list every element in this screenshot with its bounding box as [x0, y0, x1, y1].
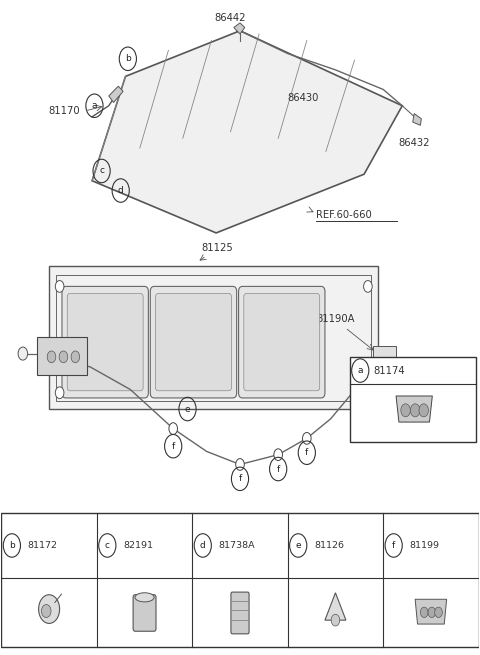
- Text: 81174: 81174: [373, 365, 405, 375]
- Circle shape: [55, 387, 64, 399]
- Text: b: b: [9, 541, 15, 550]
- Text: b: b: [125, 54, 131, 64]
- Text: REF.60-660: REF.60-660: [316, 210, 372, 220]
- FancyBboxPatch shape: [67, 293, 143, 391]
- Text: a: a: [92, 102, 97, 110]
- Circle shape: [364, 387, 372, 399]
- Text: f: f: [392, 541, 396, 550]
- Circle shape: [428, 607, 436, 618]
- Polygon shape: [325, 593, 346, 620]
- Text: 86442: 86442: [215, 13, 246, 23]
- Polygon shape: [413, 113, 421, 125]
- Polygon shape: [396, 396, 432, 422]
- Polygon shape: [92, 31, 402, 233]
- Circle shape: [302, 432, 311, 444]
- Circle shape: [41, 605, 51, 618]
- FancyBboxPatch shape: [244, 293, 320, 391]
- Text: f: f: [239, 474, 241, 483]
- Circle shape: [236, 458, 244, 470]
- Text: c: c: [99, 166, 104, 176]
- Text: 81172: 81172: [28, 541, 58, 550]
- Circle shape: [420, 607, 428, 618]
- Text: e: e: [295, 541, 301, 550]
- Ellipse shape: [135, 593, 154, 602]
- Circle shape: [401, 404, 410, 417]
- Text: c: c: [105, 541, 110, 550]
- Text: d: d: [118, 186, 123, 195]
- Text: 81170: 81170: [48, 105, 80, 115]
- Text: f: f: [305, 448, 309, 457]
- Circle shape: [47, 351, 56, 363]
- Circle shape: [169, 422, 178, 434]
- Text: d: d: [200, 541, 205, 550]
- Text: 81125: 81125: [202, 242, 234, 253]
- Text: 86432: 86432: [398, 138, 430, 148]
- Polygon shape: [234, 23, 245, 34]
- FancyBboxPatch shape: [133, 595, 156, 631]
- FancyBboxPatch shape: [1, 514, 479, 647]
- Text: 81190A: 81190A: [316, 314, 355, 324]
- Polygon shape: [109, 86, 123, 102]
- Polygon shape: [37, 337, 87, 375]
- FancyBboxPatch shape: [150, 286, 237, 398]
- Polygon shape: [415, 599, 446, 624]
- Circle shape: [435, 607, 443, 618]
- Text: 81199: 81199: [409, 541, 439, 550]
- Text: f: f: [276, 464, 280, 474]
- Text: a: a: [358, 366, 363, 375]
- Text: 1130DB: 1130DB: [99, 329, 134, 339]
- Circle shape: [55, 280, 64, 292]
- Text: 82191: 82191: [123, 541, 153, 550]
- Circle shape: [364, 280, 372, 292]
- Circle shape: [18, 347, 28, 360]
- Circle shape: [331, 614, 340, 626]
- Circle shape: [71, 351, 80, 363]
- Polygon shape: [49, 265, 378, 409]
- Circle shape: [410, 404, 420, 417]
- FancyBboxPatch shape: [372, 346, 396, 368]
- Text: 81126: 81126: [314, 541, 344, 550]
- FancyBboxPatch shape: [156, 293, 231, 391]
- FancyBboxPatch shape: [231, 592, 249, 634]
- FancyBboxPatch shape: [239, 286, 325, 398]
- Text: 86430: 86430: [288, 92, 319, 103]
- Circle shape: [38, 595, 60, 624]
- Circle shape: [59, 351, 68, 363]
- FancyBboxPatch shape: [350, 357, 476, 441]
- Text: 81738A: 81738A: [218, 541, 255, 550]
- Text: f: f: [171, 441, 175, 451]
- FancyBboxPatch shape: [62, 286, 148, 398]
- Text: e: e: [185, 405, 190, 413]
- Circle shape: [419, 404, 429, 417]
- Text: 81190B: 81190B: [95, 378, 133, 388]
- Circle shape: [274, 449, 282, 460]
- Text: 81130: 81130: [75, 312, 107, 322]
